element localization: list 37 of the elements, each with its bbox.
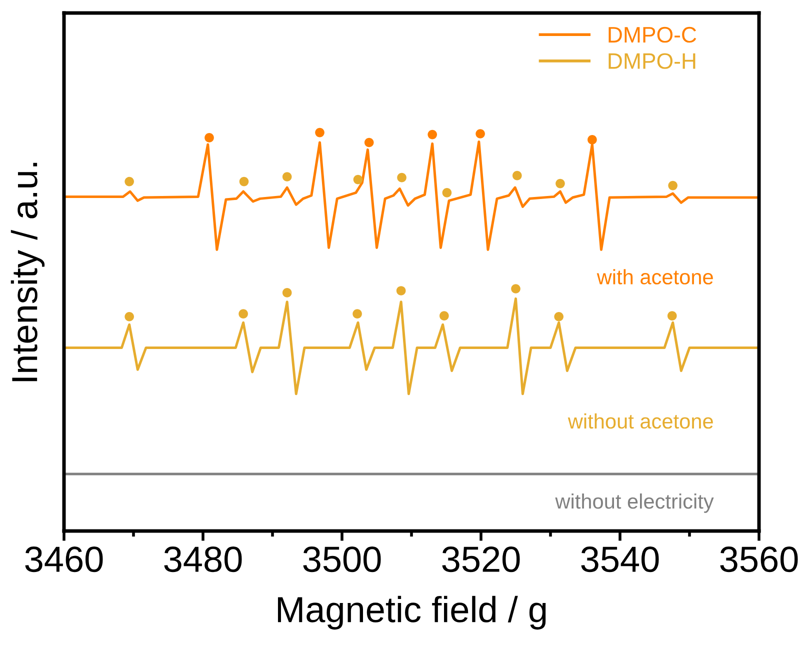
point <box>588 135 597 144</box>
point <box>353 174 363 184</box>
point <box>442 188 452 198</box>
annotation: without electricity <box>555 493 714 513</box>
point <box>282 288 292 298</box>
point <box>282 172 292 182</box>
annotation: with acetone <box>596 269 713 284</box>
legend-label: DMPO-H <box>608 53 696 69</box>
x-axis-title: Magnetic field / g <box>278 596 546 630</box>
point <box>440 311 449 320</box>
annotation: without acetone <box>568 413 713 429</box>
point <box>315 128 324 138</box>
point <box>512 170 522 180</box>
x-tick-label: 3560 <box>720 546 798 572</box>
point <box>397 172 406 182</box>
x-tick-label: 3480 <box>164 546 242 572</box>
x-tick-label: 3460 <box>25 546 103 572</box>
point <box>364 138 374 148</box>
point <box>352 309 362 318</box>
point <box>204 133 214 142</box>
y-axis-title: Intensity / a.u. <box>10 162 45 382</box>
point <box>124 176 134 186</box>
point <box>239 176 249 186</box>
x-tick-label: 3500 <box>303 546 381 572</box>
point <box>476 129 485 138</box>
point <box>554 312 564 322</box>
x-tick-label: 3540 <box>581 546 659 572</box>
point <box>556 178 565 188</box>
point <box>124 312 134 322</box>
point <box>667 311 677 320</box>
point <box>396 286 406 296</box>
point <box>238 309 248 318</box>
point <box>668 180 678 190</box>
point <box>428 130 438 140</box>
legend-label: DMPO-C <box>608 26 696 43</box>
point <box>511 284 520 294</box>
x-tick-label: 3520 <box>442 546 520 572</box>
